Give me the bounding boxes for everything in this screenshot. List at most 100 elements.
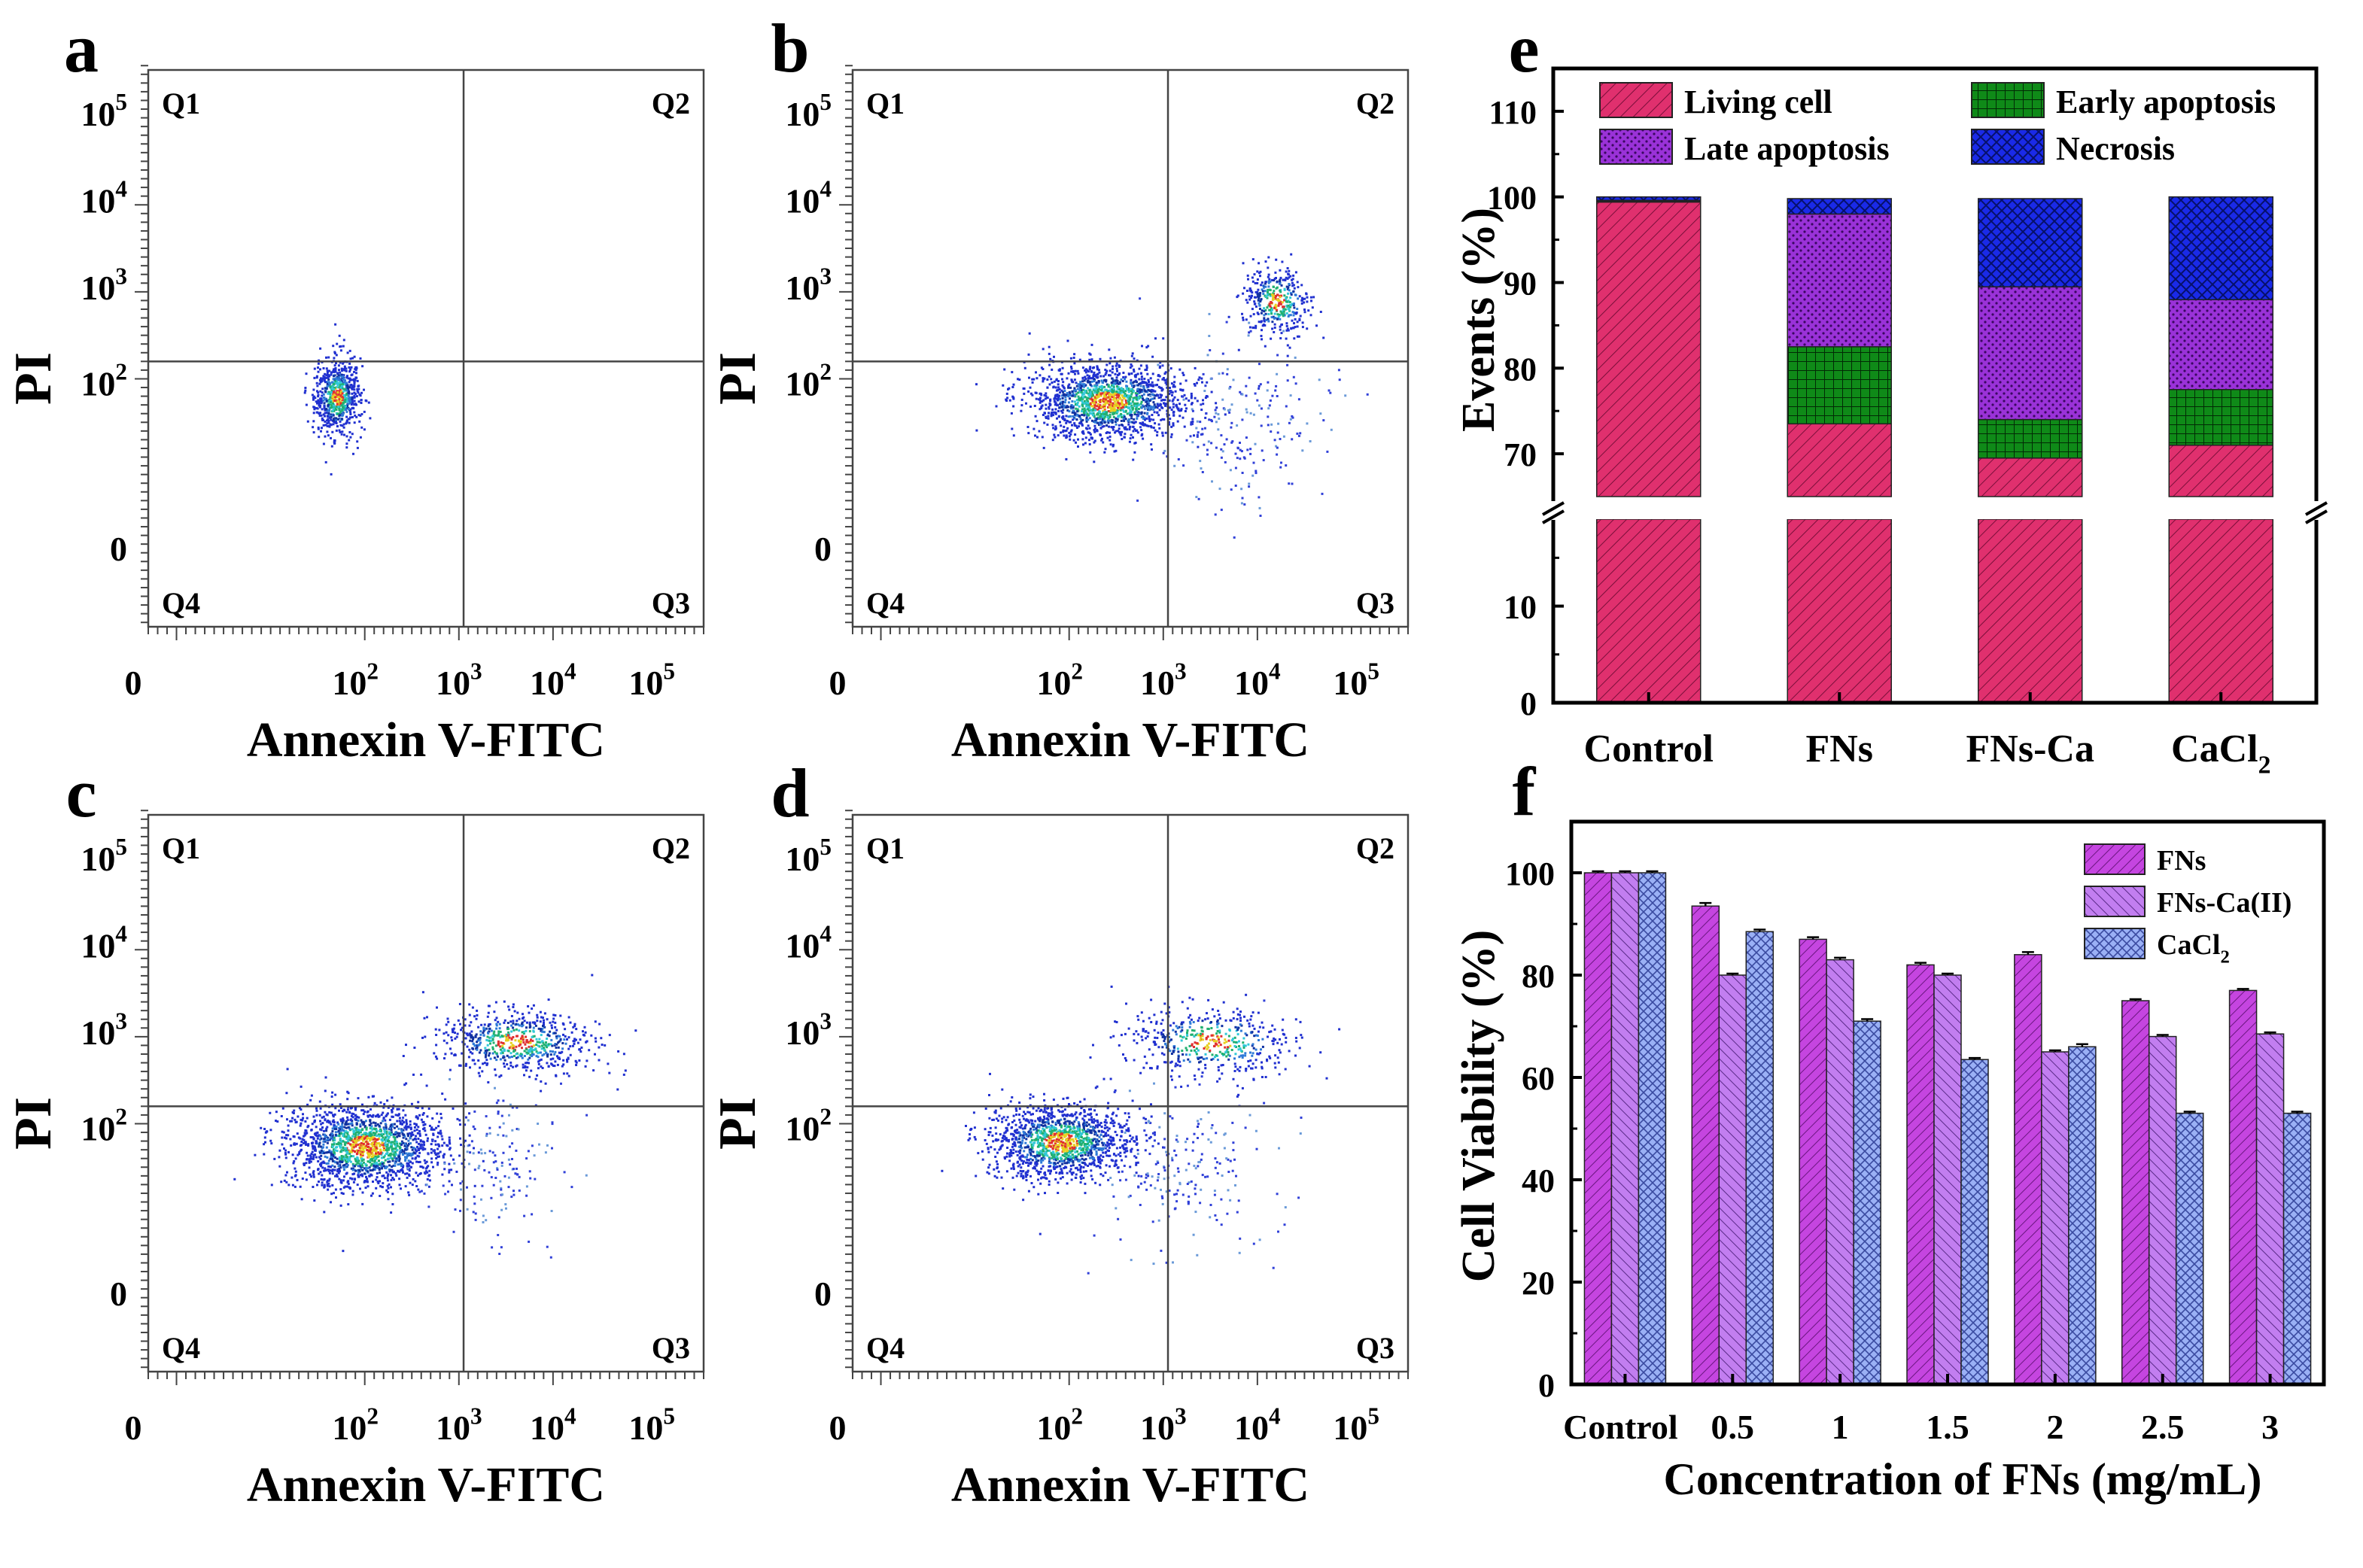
scatter-point	[1239, 457, 1242, 460]
scatter-point	[1126, 412, 1129, 415]
scatter-point	[1081, 384, 1084, 387]
scatter-point	[357, 1165, 360, 1168]
scatter-point	[345, 367, 348, 370]
scatter-point	[1161, 364, 1164, 367]
scatter-point	[1039, 408, 1042, 411]
scatter-point	[1291, 278, 1294, 281]
scatter-point	[439, 1132, 442, 1135]
scatter-point	[360, 1159, 363, 1162]
scatter-point	[318, 1172, 321, 1175]
scatter-point	[326, 1168, 329, 1171]
scatter-point	[329, 423, 332, 426]
x-tick-label: 103	[436, 658, 482, 702]
scatter-point	[398, 1157, 401, 1160]
scatter-point	[1245, 318, 1248, 321]
scatter-point	[1160, 403, 1163, 406]
scatter-point	[552, 1020, 555, 1023]
scatter-point	[1312, 296, 1315, 299]
scatter-point	[312, 397, 315, 400]
scatter-point	[1163, 402, 1165, 405]
scatter-point	[342, 1186, 345, 1189]
scatter-point	[1106, 415, 1109, 418]
scatter-point	[1288, 346, 1291, 349]
scatter-point	[1124, 399, 1127, 402]
scatter-point	[407, 1152, 410, 1155]
scatter-point	[385, 1147, 388, 1150]
scatter-point	[1089, 366, 1092, 369]
scatter-point	[1020, 409, 1023, 412]
scatter-point	[1117, 393, 1120, 396]
scatter-point	[415, 1185, 418, 1187]
scatter-point	[1065, 394, 1068, 397]
scatter-point	[348, 370, 351, 373]
scatter-point	[1057, 380, 1060, 382]
scatter-point	[1176, 399, 1179, 402]
scatter-point	[1154, 390, 1157, 393]
scatter-point	[374, 1128, 376, 1131]
scatter-point	[1144, 369, 1147, 372]
scatter-point	[363, 1167, 366, 1170]
scatter-point	[344, 400, 346, 403]
scatter-point	[396, 1142, 399, 1145]
scatter-point	[1096, 384, 1099, 387]
scatter-point	[319, 1107, 322, 1110]
scatter-point	[1266, 389, 1269, 392]
scatter-point	[375, 1147, 378, 1150]
scatter-point	[1070, 367, 1073, 370]
scatter-point	[1285, 464, 1288, 467]
scatter-point	[1161, 418, 1164, 421]
scatter-point	[1131, 352, 1134, 355]
scatter-point	[1292, 274, 1295, 277]
scatter-point	[1296, 321, 1299, 324]
scatter-point	[299, 1124, 302, 1127]
scatter-point	[284, 1149, 287, 1152]
scatter-point	[339, 412, 342, 415]
scatter-point	[1074, 369, 1077, 372]
scatter-point	[428, 1174, 431, 1177]
scatter-point	[330, 445, 333, 448]
scatter-point	[314, 1153, 317, 1156]
scatter-point	[1209, 378, 1212, 380]
scatter-point	[339, 386, 342, 389]
scatter-point	[1284, 299, 1287, 301]
scatter-point	[1094, 398, 1097, 401]
scatter-point	[1117, 399, 1120, 402]
scatter-point	[382, 1165, 385, 1168]
scatter-point	[1234, 485, 1237, 487]
scatter-point	[336, 391, 339, 394]
scatter-point	[330, 413, 333, 416]
scatter-point	[315, 411, 318, 414]
scatter-point	[1112, 378, 1115, 381]
scatter-point	[404, 1172, 407, 1175]
scatter-point	[1112, 443, 1115, 446]
scatter-point	[1286, 287, 1289, 290]
scatter-point	[1065, 434, 1068, 437]
scatter-point	[309, 1173, 312, 1176]
scatter-point	[379, 1128, 382, 1131]
scatter-point	[1270, 312, 1273, 315]
scatter-point	[1075, 424, 1078, 427]
scatter-point	[424, 1129, 427, 1132]
scatter-point	[322, 1133, 325, 1136]
scatter-point	[322, 424, 325, 427]
scatter-point	[1082, 412, 1085, 415]
scatter-point	[1102, 390, 1105, 394]
scatter-point	[1133, 374, 1136, 377]
scatter-point	[337, 406, 340, 409]
scatter-point	[412, 1152, 414, 1155]
scatter-point	[1048, 375, 1051, 378]
scatter-point	[1087, 408, 1090, 411]
scatter-point	[1303, 311, 1306, 314]
scatter-point	[351, 1116, 354, 1119]
scatter-point	[1104, 402, 1107, 405]
scatter-point	[468, 1134, 471, 1137]
scatter-point	[1112, 404, 1115, 407]
scatter-point	[296, 1178, 299, 1181]
scatter-point	[1178, 409, 1182, 412]
scatter-point	[1292, 314, 1295, 317]
scatter-point	[1254, 324, 1258, 327]
scatter-point	[352, 1155, 355, 1158]
scatter-point	[1147, 394, 1150, 397]
scatter-point	[1078, 358, 1081, 361]
scatter-point	[414, 1180, 417, 1183]
